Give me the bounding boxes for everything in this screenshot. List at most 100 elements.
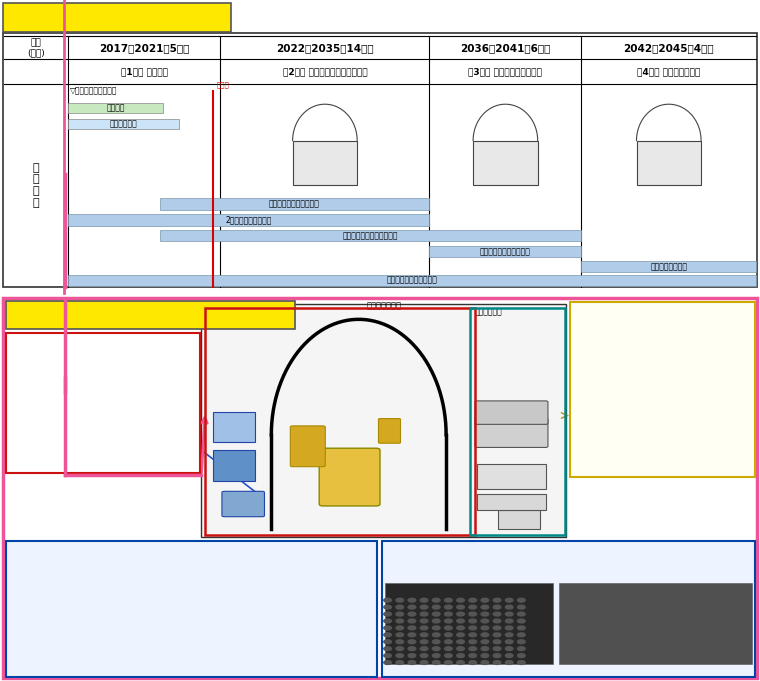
Circle shape	[384, 654, 391, 658]
Circle shape	[432, 640, 440, 644]
Text: 原子炉
容器: 原子炉 容器	[344, 471, 355, 483]
Text: 2036〜2041（6年）: 2036〜2041（6年）	[461, 43, 550, 52]
Circle shape	[445, 599, 452, 602]
Circle shape	[493, 640, 501, 644]
FancyBboxPatch shape	[559, 583, 752, 664]
FancyBboxPatch shape	[6, 301, 295, 329]
Circle shape	[518, 633, 525, 637]
Circle shape	[445, 640, 452, 644]
Text: 新燃料
保管庫: 新燃料 保管庫	[230, 422, 239, 432]
FancyBboxPatch shape	[475, 418, 548, 447]
Circle shape	[408, 633, 416, 637]
Text: 系統除染: 系統除染	[106, 104, 125, 112]
Circle shape	[396, 626, 404, 630]
Circle shape	[518, 626, 525, 630]
Text: 現時点: 現時点	[217, 82, 230, 89]
Circle shape	[457, 633, 464, 637]
Circle shape	[493, 626, 501, 630]
FancyBboxPatch shape	[475, 401, 548, 424]
Circle shape	[396, 647, 404, 650]
Circle shape	[432, 599, 440, 602]
Circle shape	[384, 640, 391, 644]
Text: 【系統除染※の実施】（2018年3月完了）: 【系統除染※の実施】（2018年3月完了）	[573, 306, 686, 315]
Circle shape	[396, 599, 404, 602]
FancyBboxPatch shape	[382, 541, 755, 677]
Circle shape	[420, 619, 428, 623]
Text: 1,2号機廃止措置計画: 1,2号機廃止措置計画	[6, 10, 98, 25]
Text: 原子炉補助建屋: 原子炉補助建屋	[228, 307, 261, 316]
Circle shape	[469, 605, 477, 609]
Circle shape	[408, 612, 416, 616]
FancyBboxPatch shape	[429, 247, 581, 257]
Circle shape	[518, 661, 525, 665]
Circle shape	[518, 605, 525, 609]
FancyBboxPatch shape	[68, 215, 429, 225]
FancyBboxPatch shape	[213, 411, 255, 443]
Text: 2042〜2045（4年）: 2042〜2045（4年）	[623, 43, 714, 52]
Text: 発電機: 発電機	[507, 410, 516, 415]
Circle shape	[408, 626, 416, 630]
Circle shape	[396, 633, 404, 637]
FancyBboxPatch shape	[570, 302, 755, 477]
FancyBboxPatch shape	[68, 103, 163, 112]
Circle shape	[408, 599, 416, 602]
Circle shape	[493, 619, 501, 623]
FancyBboxPatch shape	[477, 464, 546, 489]
Circle shape	[469, 640, 477, 644]
Circle shape	[420, 661, 428, 665]
Text: タービン: タービン	[505, 430, 518, 436]
Circle shape	[481, 647, 489, 650]
Circle shape	[457, 647, 464, 650]
Circle shape	[408, 640, 416, 644]
Text: 原子炉本体等の解体撤去: 原子炉本体等の解体撤去	[480, 247, 530, 256]
Circle shape	[469, 626, 477, 630]
FancyBboxPatch shape	[637, 141, 701, 185]
Circle shape	[384, 619, 391, 623]
Circle shape	[432, 626, 440, 630]
Text: その他
2次系設備: その他 2次系設備	[504, 496, 519, 507]
FancyBboxPatch shape	[473, 141, 538, 185]
Text: 2017〜2021（5年）: 2017〜2021（5年）	[100, 43, 189, 52]
FancyBboxPatch shape	[6, 541, 377, 677]
Circle shape	[420, 599, 428, 602]
Circle shape	[469, 633, 477, 637]
Circle shape	[432, 612, 440, 616]
Text: 第3段階 原子炉領域解体撤去: 第3段階 原子炉領域解体撤去	[468, 67, 543, 76]
FancyBboxPatch shape	[581, 262, 756, 272]
Circle shape	[396, 612, 404, 616]
Circle shape	[505, 599, 513, 602]
FancyBboxPatch shape	[290, 426, 325, 466]
Text: 【残存放射能調査】（2021年3月完了）: 【残存放射能調査】（2021年3月完了）	[9, 336, 113, 346]
Circle shape	[432, 654, 440, 658]
Text: 体積制御
タンク: 体積制御 タンク	[237, 498, 249, 509]
Circle shape	[396, 654, 404, 658]
FancyBboxPatch shape	[3, 33, 757, 287]
Text: <美浜発電所１号機復水器の細管撤去作業の様子>: <美浜発電所１号機復水器の細管撤去作業の様子>	[384, 666, 473, 671]
Circle shape	[457, 626, 464, 630]
Circle shape	[408, 605, 416, 609]
Circle shape	[408, 619, 416, 623]
Text: 第2段階 原子炉周辺設備解体撤去: 第2段階 原子炉周辺設備解体撤去	[283, 67, 367, 76]
Circle shape	[505, 619, 513, 623]
Text: 期間
(年度): 期間 (年度)	[27, 38, 45, 57]
Circle shape	[396, 619, 404, 623]
Circle shape	[384, 633, 391, 637]
Circle shape	[457, 605, 464, 609]
Circle shape	[432, 633, 440, 637]
Circle shape	[420, 612, 428, 616]
Circle shape	[384, 605, 391, 609]
Circle shape	[457, 619, 464, 623]
Circle shape	[493, 647, 501, 650]
FancyBboxPatch shape	[293, 141, 357, 185]
Circle shape	[457, 599, 464, 602]
Circle shape	[505, 633, 513, 637]
Circle shape	[481, 640, 489, 644]
Circle shape	[420, 626, 428, 630]
Circle shape	[518, 612, 525, 616]
Text: 美浜発電所に保管していた新燃料の一部を米国および英国の燃料加工メーカーに輸送（撤出）しました。
燃料輸送時には、燃料と輸送容器の外観検査ならびに放射線
の検査を: 美浜発電所に保管していた新燃料の一部を米国および英国の燃料加工メーカーに輸送（撤…	[10, 560, 198, 642]
FancyBboxPatch shape	[378, 419, 401, 443]
Circle shape	[493, 599, 501, 602]
FancyBboxPatch shape	[385, 583, 553, 664]
Circle shape	[384, 612, 391, 616]
Circle shape	[408, 654, 416, 658]
